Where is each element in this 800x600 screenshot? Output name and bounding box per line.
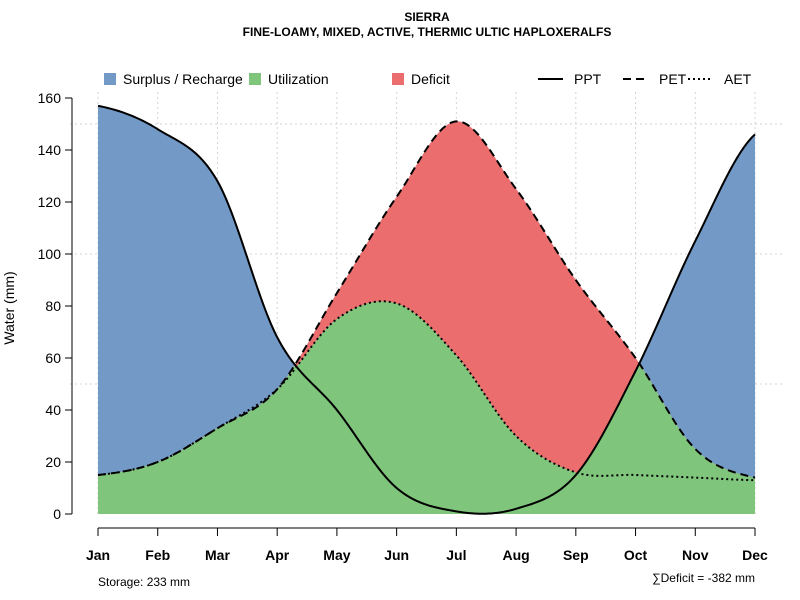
y-tick-label-40: 40 [45, 402, 61, 418]
x-tick-label-aug: Aug [502, 547, 529, 563]
y-axis-label: Water (mm) [1, 271, 17, 344]
axes: 0 20 40 60 80 100 120 140 160 Jan Feb Mar Apr May Jun J… [38, 90, 768, 563]
x-tick-label-apr: Apr [265, 547, 290, 563]
line-pet [97, 120, 756, 479]
legend: Surplus / Recharge Utilization Deficit PPT P… [104, 71, 752, 87]
legend-label-deficit: Deficit [411, 71, 450, 87]
storage-label: Storage: 233 mm [98, 575, 190, 589]
x-tick-label-sep: Sep [563, 547, 589, 563]
legend-swatch-utilization [249, 73, 261, 85]
series-lines [97, 104, 756, 515]
y-tick-label-0: 0 [53, 506, 61, 522]
deficit-total-label: ∑Deficit = -382 mm [652, 571, 755, 585]
y-tick-label-160: 160 [38, 90, 62, 106]
legend-label-ppt: PPT [574, 71, 602, 87]
x-tick-label-jul: Jul [446, 547, 466, 563]
y-tick-label-60: 60 [45, 350, 61, 366]
legend-swatch-deficit [392, 73, 404, 85]
y-tick-label-140: 140 [38, 142, 62, 158]
legend-label-surplus-recharge: Surplus / Recharge [123, 71, 243, 87]
chart-subtitle: FINE-LOAMY, MIXED, ACTIVE, THERMIC ULTIC… [243, 25, 612, 39]
water-balance-areas [98, 105, 755, 515]
x-tick-label-oct: Oct [624, 547, 648, 563]
x-tick-label-dec: Dec [742, 547, 768, 563]
x-tick-label-nov: Nov [682, 547, 709, 563]
y-tick-label-20: 20 [45, 454, 61, 470]
legend-label-pet: PET [659, 71, 687, 87]
x-tick-label-jun: Jun [384, 547, 409, 563]
chart-title: SIERRA [404, 10, 450, 24]
y-tick-label-120: 120 [38, 194, 62, 210]
x-tick-label-feb: Feb [145, 547, 170, 563]
legend-swatch-surplus-recharge [104, 73, 116, 85]
x-tick-label-jan: Jan [86, 547, 110, 563]
line-ppt [97, 104, 756, 515]
y-tick-label-80: 80 [45, 298, 61, 314]
utilization-area [98, 301, 755, 514]
legend-label-aet: AET [724, 71, 752, 87]
legend-label-utilization: Utilization [268, 71, 329, 87]
x-tick-label-mar: Mar [205, 547, 230, 563]
x-tick-label-may: May [323, 547, 350, 563]
y-tick-label-100: 100 [38, 246, 62, 262]
